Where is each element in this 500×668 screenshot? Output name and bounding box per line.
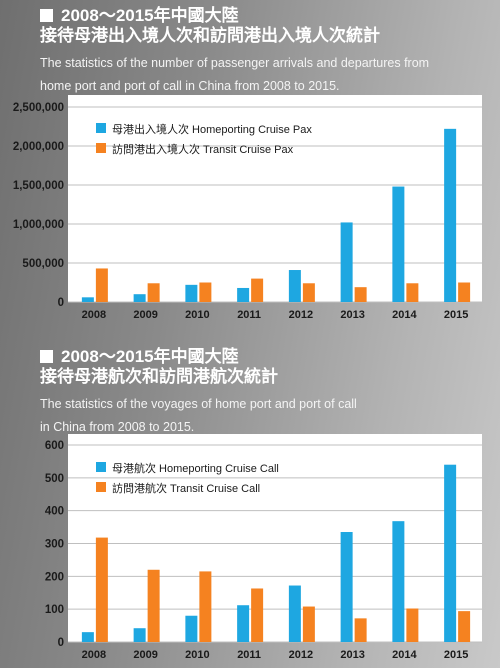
homeport-bar [81, 297, 94, 302]
homeport-bar [392, 186, 405, 302]
transit-bar [95, 268, 108, 302]
x-tick-label: 2015 [444, 309, 468, 321]
x-tick-label: 2008 [82, 309, 106, 321]
homeport-bar [81, 632, 94, 642]
chart1-title-line2: 接待母港出入境人次和訪問港出入境人次統計 [40, 26, 380, 45]
bullet-square-icon [40, 9, 53, 22]
homeport-bar [340, 222, 353, 302]
x-tick-label: 2013 [340, 309, 364, 321]
transit-bar [147, 283, 160, 302]
x-tick-label: 2010 [185, 649, 209, 661]
homeport-bar [133, 294, 146, 302]
y-tick-label: 2,000,000 [13, 141, 64, 153]
x-tick-label: 2012 [289, 649, 313, 661]
y-tick-label: 200 [45, 571, 64, 583]
homeport-bar [444, 128, 457, 302]
x-tick-label: 2013 [340, 649, 364, 661]
x-tick-label: 2014 [392, 649, 417, 661]
homeport-bar [340, 532, 353, 642]
homeport-bar [288, 270, 301, 302]
chart1-title-line1: 2008～2015年中國大陸 [40, 6, 429, 26]
y-tick-label: 400 [45, 506, 64, 518]
chart2-header: 2008～2015年中國大陸 接待母港航次和訪問港航次統計 The statis… [40, 347, 357, 439]
chart1-title-text: 2008～2015年中國大陸 [61, 6, 239, 25]
x-tick-label: 2010 [185, 309, 209, 321]
legend-transit-swatch [96, 143, 106, 153]
homeport-bar [392, 521, 405, 642]
transit-bar [251, 278, 264, 302]
x-tick-label: 2015 [444, 649, 468, 661]
transit-bar [354, 618, 367, 642]
plot-area-background [68, 434, 482, 642]
transit-bar [458, 611, 471, 642]
chart2-desc-line2: in China from 2008 to 2015. [40, 420, 195, 434]
homeport-bar [133, 628, 146, 642]
x-tick-label: 2008 [82, 649, 106, 661]
chart1-desc-line2: home port and port of call in China from… [40, 79, 340, 93]
y-tick-label: 600 [45, 440, 64, 452]
transit-bar [147, 569, 160, 642]
legend-label: 訪問港出入境人次 Transit Cruise Pax [112, 142, 294, 156]
chart2-title-line1: 2008～2015年中國大陸 [40, 347, 357, 367]
legend-transit-swatch [96, 482, 106, 492]
y-tick-label: 500,000 [22, 258, 64, 270]
homeport-bar [444, 464, 457, 642]
homeport-bar [185, 615, 198, 642]
y-tick-label: 2,500,000 [13, 102, 64, 114]
legend-label: 母港出入境人次 Homeporting Cruise Pax [112, 122, 312, 136]
transit-bar [95, 537, 108, 642]
y-tick-label: 100 [45, 604, 64, 616]
legend-label: 母港航次 Homeporting Cruise Call [112, 461, 279, 475]
y-tick-label: 300 [45, 539, 64, 551]
chart2-title-line2: 接待母港航次和訪問港航次統計 [40, 367, 278, 386]
chart2-bar-chart: 0 100 200 300 400 500 600 2008 2009 2010 2011 2012 2… [45, 434, 482, 661]
legend-homeport-swatch [96, 462, 106, 472]
chart2-title-text: 2008～2015年中國大陸 [61, 347, 239, 366]
transit-bar [406, 608, 419, 642]
transit-bar [302, 283, 315, 302]
transit-bar [354, 287, 367, 302]
y-tick-label: 1,500,000 [13, 180, 64, 192]
transit-bar [251, 588, 264, 642]
x-tick-label: 2009 [133, 309, 157, 321]
y-tick-label: 500 [45, 473, 64, 485]
homeport-bar [237, 287, 250, 302]
transit-bar [199, 571, 212, 642]
chart1-bar-chart: 0 500,000 1,000,000 1,500,000 2,000,000 2,500… [13, 95, 482, 321]
x-tick-label: 2009 [133, 649, 157, 661]
plot-area-background [68, 95, 482, 302]
x-tick-label: 2011 [237, 309, 261, 321]
chart2-desc-line1: The statistics of the voyages of home po… [40, 397, 357, 411]
homeport-bar [288, 585, 301, 642]
homeport-bar [185, 284, 198, 302]
y-tick-label: 1,000,000 [13, 219, 64, 231]
x-tick-label: 2014 [392, 309, 417, 321]
legend-homeport-swatch [96, 123, 106, 133]
transit-bar [199, 282, 212, 302]
transit-bar [458, 282, 471, 302]
transit-bar [302, 606, 315, 642]
bullet-square-icon [40, 350, 53, 363]
x-tick-label: 2012 [289, 309, 313, 321]
homeport-bar [237, 605, 250, 642]
transit-bar [406, 283, 419, 302]
chart1-header: 2008～2015年中國大陸 接待母港出入境人次和訪問港出入境人次統計 The … [40, 6, 429, 98]
y-tick-label: 0 [58, 297, 64, 309]
legend-label: 訪問港航次 Transit Cruise Call [112, 481, 260, 495]
y-tick-label: 0 [58, 637, 64, 649]
x-tick-label: 2011 [237, 649, 261, 661]
chart1-desc-line1: The statistics of the number of passenge… [40, 56, 430, 70]
